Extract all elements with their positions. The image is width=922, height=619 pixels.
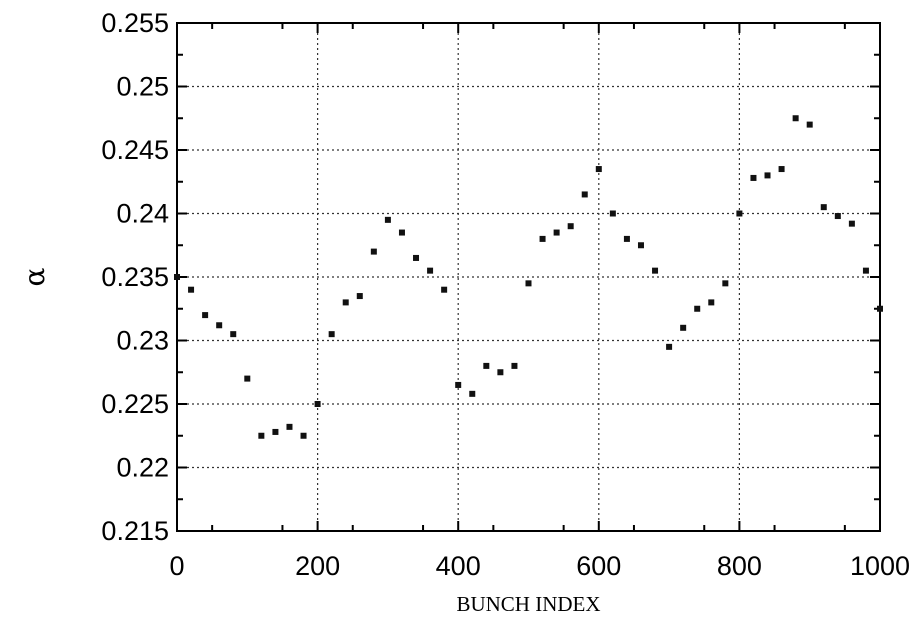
data-point xyxy=(736,210,743,217)
data-point xyxy=(342,299,349,306)
data-point xyxy=(525,280,532,287)
data-point xyxy=(806,121,813,128)
data-point xyxy=(539,235,546,242)
data-point xyxy=(778,166,785,173)
data-point xyxy=(623,235,630,242)
data-point xyxy=(202,312,209,319)
y-tick-label: 0.215 xyxy=(101,516,169,546)
x-tick-label: 600 xyxy=(576,551,621,581)
data-point xyxy=(174,274,180,280)
data-point xyxy=(581,191,588,198)
data-points xyxy=(174,115,883,439)
data-point xyxy=(609,210,616,217)
data-point xyxy=(637,242,644,249)
data-point xyxy=(848,220,855,227)
data-point xyxy=(314,401,321,407)
data-point xyxy=(469,390,476,397)
data-point xyxy=(595,166,602,173)
x-tick-label: 1000 xyxy=(850,551,910,581)
data-point xyxy=(877,305,883,312)
data-point xyxy=(216,322,223,329)
x-tick-label: 800 xyxy=(717,551,762,581)
data-point xyxy=(328,331,335,338)
data-point xyxy=(862,267,869,274)
data-point xyxy=(708,299,715,306)
data-point xyxy=(441,286,448,293)
data-point xyxy=(384,216,391,223)
data-point xyxy=(511,362,518,369)
y-tick-label: 0.245 xyxy=(101,135,169,165)
data-point xyxy=(750,174,757,181)
x-axis-title: BUNCH INDEX xyxy=(456,592,600,616)
y-tick-label: 0.255 xyxy=(101,8,169,38)
y-axis-title: α xyxy=(18,267,51,286)
x-tick-label: 400 xyxy=(436,551,481,581)
data-point xyxy=(398,229,405,236)
data-point xyxy=(666,343,673,350)
data-point xyxy=(230,331,237,338)
data-point xyxy=(764,172,771,179)
data-point xyxy=(792,115,799,122)
y-tick-label: 0.225 xyxy=(101,389,169,419)
data-point xyxy=(553,229,560,236)
data-point xyxy=(834,213,841,220)
data-point xyxy=(258,432,265,439)
data-point xyxy=(694,305,701,312)
data-point xyxy=(413,254,420,261)
x-tick-label: 0 xyxy=(169,551,184,581)
x-tick-label: 200 xyxy=(295,551,340,581)
data-point xyxy=(370,248,377,255)
data-point xyxy=(820,204,827,211)
y-tick-label: 0.24 xyxy=(116,199,169,229)
axis-ticks xyxy=(176,22,881,532)
data-point xyxy=(244,375,251,382)
y-tick-label: 0.22 xyxy=(116,453,169,483)
data-point xyxy=(680,324,687,331)
data-point xyxy=(188,286,195,293)
data-point xyxy=(455,381,462,388)
data-point xyxy=(286,423,293,430)
y-tick-label: 0.25 xyxy=(116,72,169,102)
grid-lines xyxy=(177,23,880,531)
x-tick-labels: 0 200 400 600 800 1000 xyxy=(169,551,910,581)
data-point xyxy=(567,223,574,230)
data-point xyxy=(497,369,504,376)
y-tick-label: 0.23 xyxy=(116,326,169,356)
data-point xyxy=(652,267,659,274)
data-point xyxy=(483,362,490,369)
data-point xyxy=(272,428,279,435)
y-tick-labels: 0.215 0.22 0.225 0.23 0.235 0.24 0.245 0.25 0.25… xyxy=(101,8,169,546)
data-point xyxy=(722,280,729,287)
y-tick-label: 0.235 xyxy=(101,262,169,292)
data-point xyxy=(300,432,307,439)
data-point xyxy=(427,267,434,274)
data-point xyxy=(356,293,363,300)
